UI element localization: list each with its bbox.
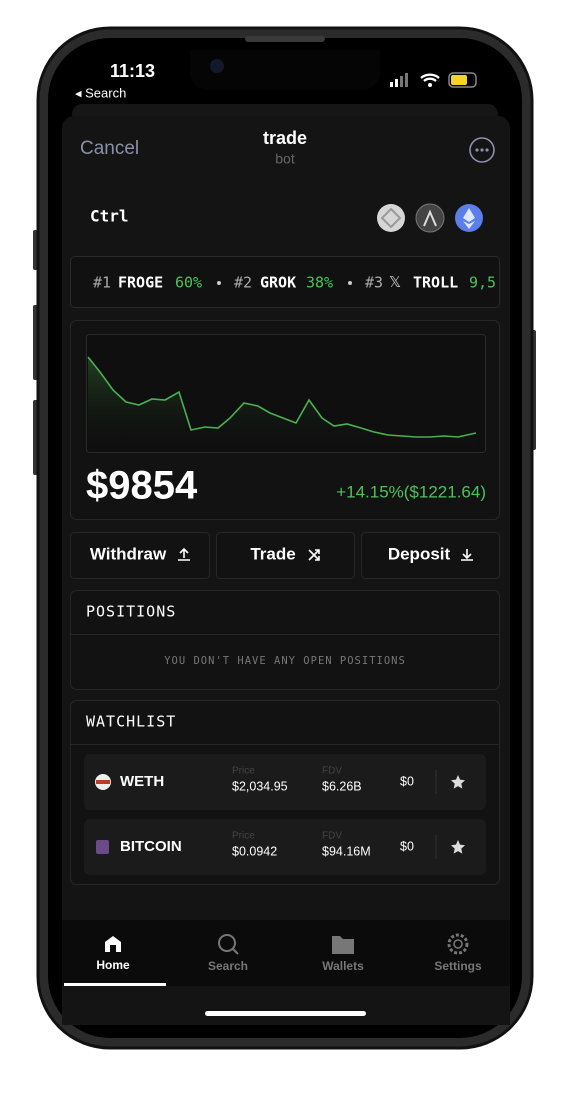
- watchlist-title: WATCHLIST: [86, 713, 176, 731]
- positions-card: [70, 590, 500, 690]
- signal: [390, 73, 408, 87]
- watch-row[interactable]: [84, 754, 486, 810]
- positions-empty: YOU DON'T HAVE ANY OPEN POSITIONS: [164, 655, 406, 667]
- tab-home[interactable]: Home: [96, 958, 130, 972]
- tab-bar: [62, 920, 510, 986]
- holding: $0: [400, 839, 414, 853]
- wifi: [420, 73, 440, 82]
- title: trade: [263, 128, 307, 148]
- tab-indicator: [64, 983, 166, 986]
- star-button[interactable]: [451, 840, 465, 854]
- more-button[interactable]: [469, 137, 495, 163]
- fdv-label: FDV: [322, 766, 342, 777]
- battery: [448, 72, 477, 88]
- chain-icon[interactable]: [377, 204, 405, 232]
- ticker-box: [70, 256, 500, 308]
- cancel-button[interactable]: Cancel: [80, 138, 139, 159]
- ticker-icon: 𝕏: [389, 274, 401, 291]
- back-link[interactable]: ◂ Search: [75, 85, 126, 100]
- deposit-icon: [461, 549, 473, 561]
- chain-glyph: [423, 209, 437, 227]
- ticker-rank: #2: [234, 274, 252, 292]
- button-label: Withdraw: [90, 544, 167, 563]
- chain-glyph: [380, 207, 402, 229]
- tab-search[interactable]: Search: [208, 959, 248, 973]
- ticker-name: FROGE: [118, 274, 163, 292]
- fdv: $94.16M: [322, 844, 371, 858]
- ticker-pct: 60%: [175, 274, 202, 292]
- subtitle: bot: [275, 151, 295, 167]
- price-label: Price: [232, 831, 255, 842]
- token-name: WETH: [120, 773, 164, 790]
- search-icon: [218, 934, 236, 952]
- search-icon: [232, 948, 239, 955]
- notch: [190, 50, 380, 90]
- fdv: $6.26B: [322, 779, 362, 793]
- token-icon: [96, 840, 109, 854]
- wallets-icon: [332, 936, 354, 954]
- holding: $0: [400, 774, 414, 788]
- fdv-label: FDV: [322, 831, 342, 842]
- tab-settings[interactable]: Settings: [434, 959, 482, 973]
- camera: [210, 59, 224, 73]
- more-dots: [475, 148, 489, 152]
- chain-icon[interactable]: [415, 203, 445, 233]
- brand: Ctrl: [90, 207, 129, 226]
- price: $0.0942: [232, 844, 277, 858]
- settings-icon: [453, 939, 463, 949]
- separator: [348, 281, 352, 285]
- ticker-pct: 38%: [306, 274, 333, 292]
- positions-title: POSITIONS: [86, 603, 176, 621]
- separator: [217, 281, 221, 285]
- sparkline: [87, 356, 477, 438]
- withdraw-icon: [178, 547, 190, 561]
- battery-level: [451, 75, 467, 85]
- withdraw-button[interactable]: [70, 532, 210, 579]
- balance-amount: $9854: [86, 464, 198, 508]
- button-label: Deposit: [388, 544, 451, 563]
- speaker: [245, 36, 325, 42]
- balance-change: +14.15%($1221.64): [336, 482, 486, 501]
- token-name: BITCOIN: [120, 838, 182, 855]
- ticker-pct: 9,5: [469, 274, 496, 292]
- watch-row[interactable]: [84, 819, 486, 875]
- home-indicator: [205, 1011, 366, 1016]
- ticker-name: GROK: [260, 274, 296, 292]
- sparkline-area: [88, 357, 476, 452]
- price-label: Price: [232, 766, 255, 777]
- ticker-rank: #1: [93, 274, 111, 292]
- trade-button[interactable]: [216, 532, 355, 579]
- deposit-button[interactable]: [361, 532, 500, 579]
- time: 11:13: [110, 61, 155, 81]
- button-label: Trade: [250, 544, 295, 563]
- chain-glyph: [463, 208, 475, 229]
- ticker-rank: #3: [365, 274, 383, 292]
- token-icon-band: [96, 780, 110, 784]
- price: $2,034.95: [232, 779, 288, 793]
- ticker-name: TROLL: [413, 274, 458, 292]
- star-button[interactable]: [451, 775, 465, 789]
- trade-icon: [308, 549, 320, 561]
- settings-icon: [447, 933, 469, 955]
- ticker: #1 FROGE 60% #2 GROK 38% #3 𝕏 TROLL 9,5: [93, 274, 496, 292]
- home-icon: [105, 936, 121, 952]
- watchlist-rows: WETH Price $2,034.95 FDV $6.26B $0 BITCOIN Pric…: [84, 754, 486, 875]
- tab-wallets[interactable]: Wallets: [322, 959, 364, 973]
- wifi: [428, 83, 432, 87]
